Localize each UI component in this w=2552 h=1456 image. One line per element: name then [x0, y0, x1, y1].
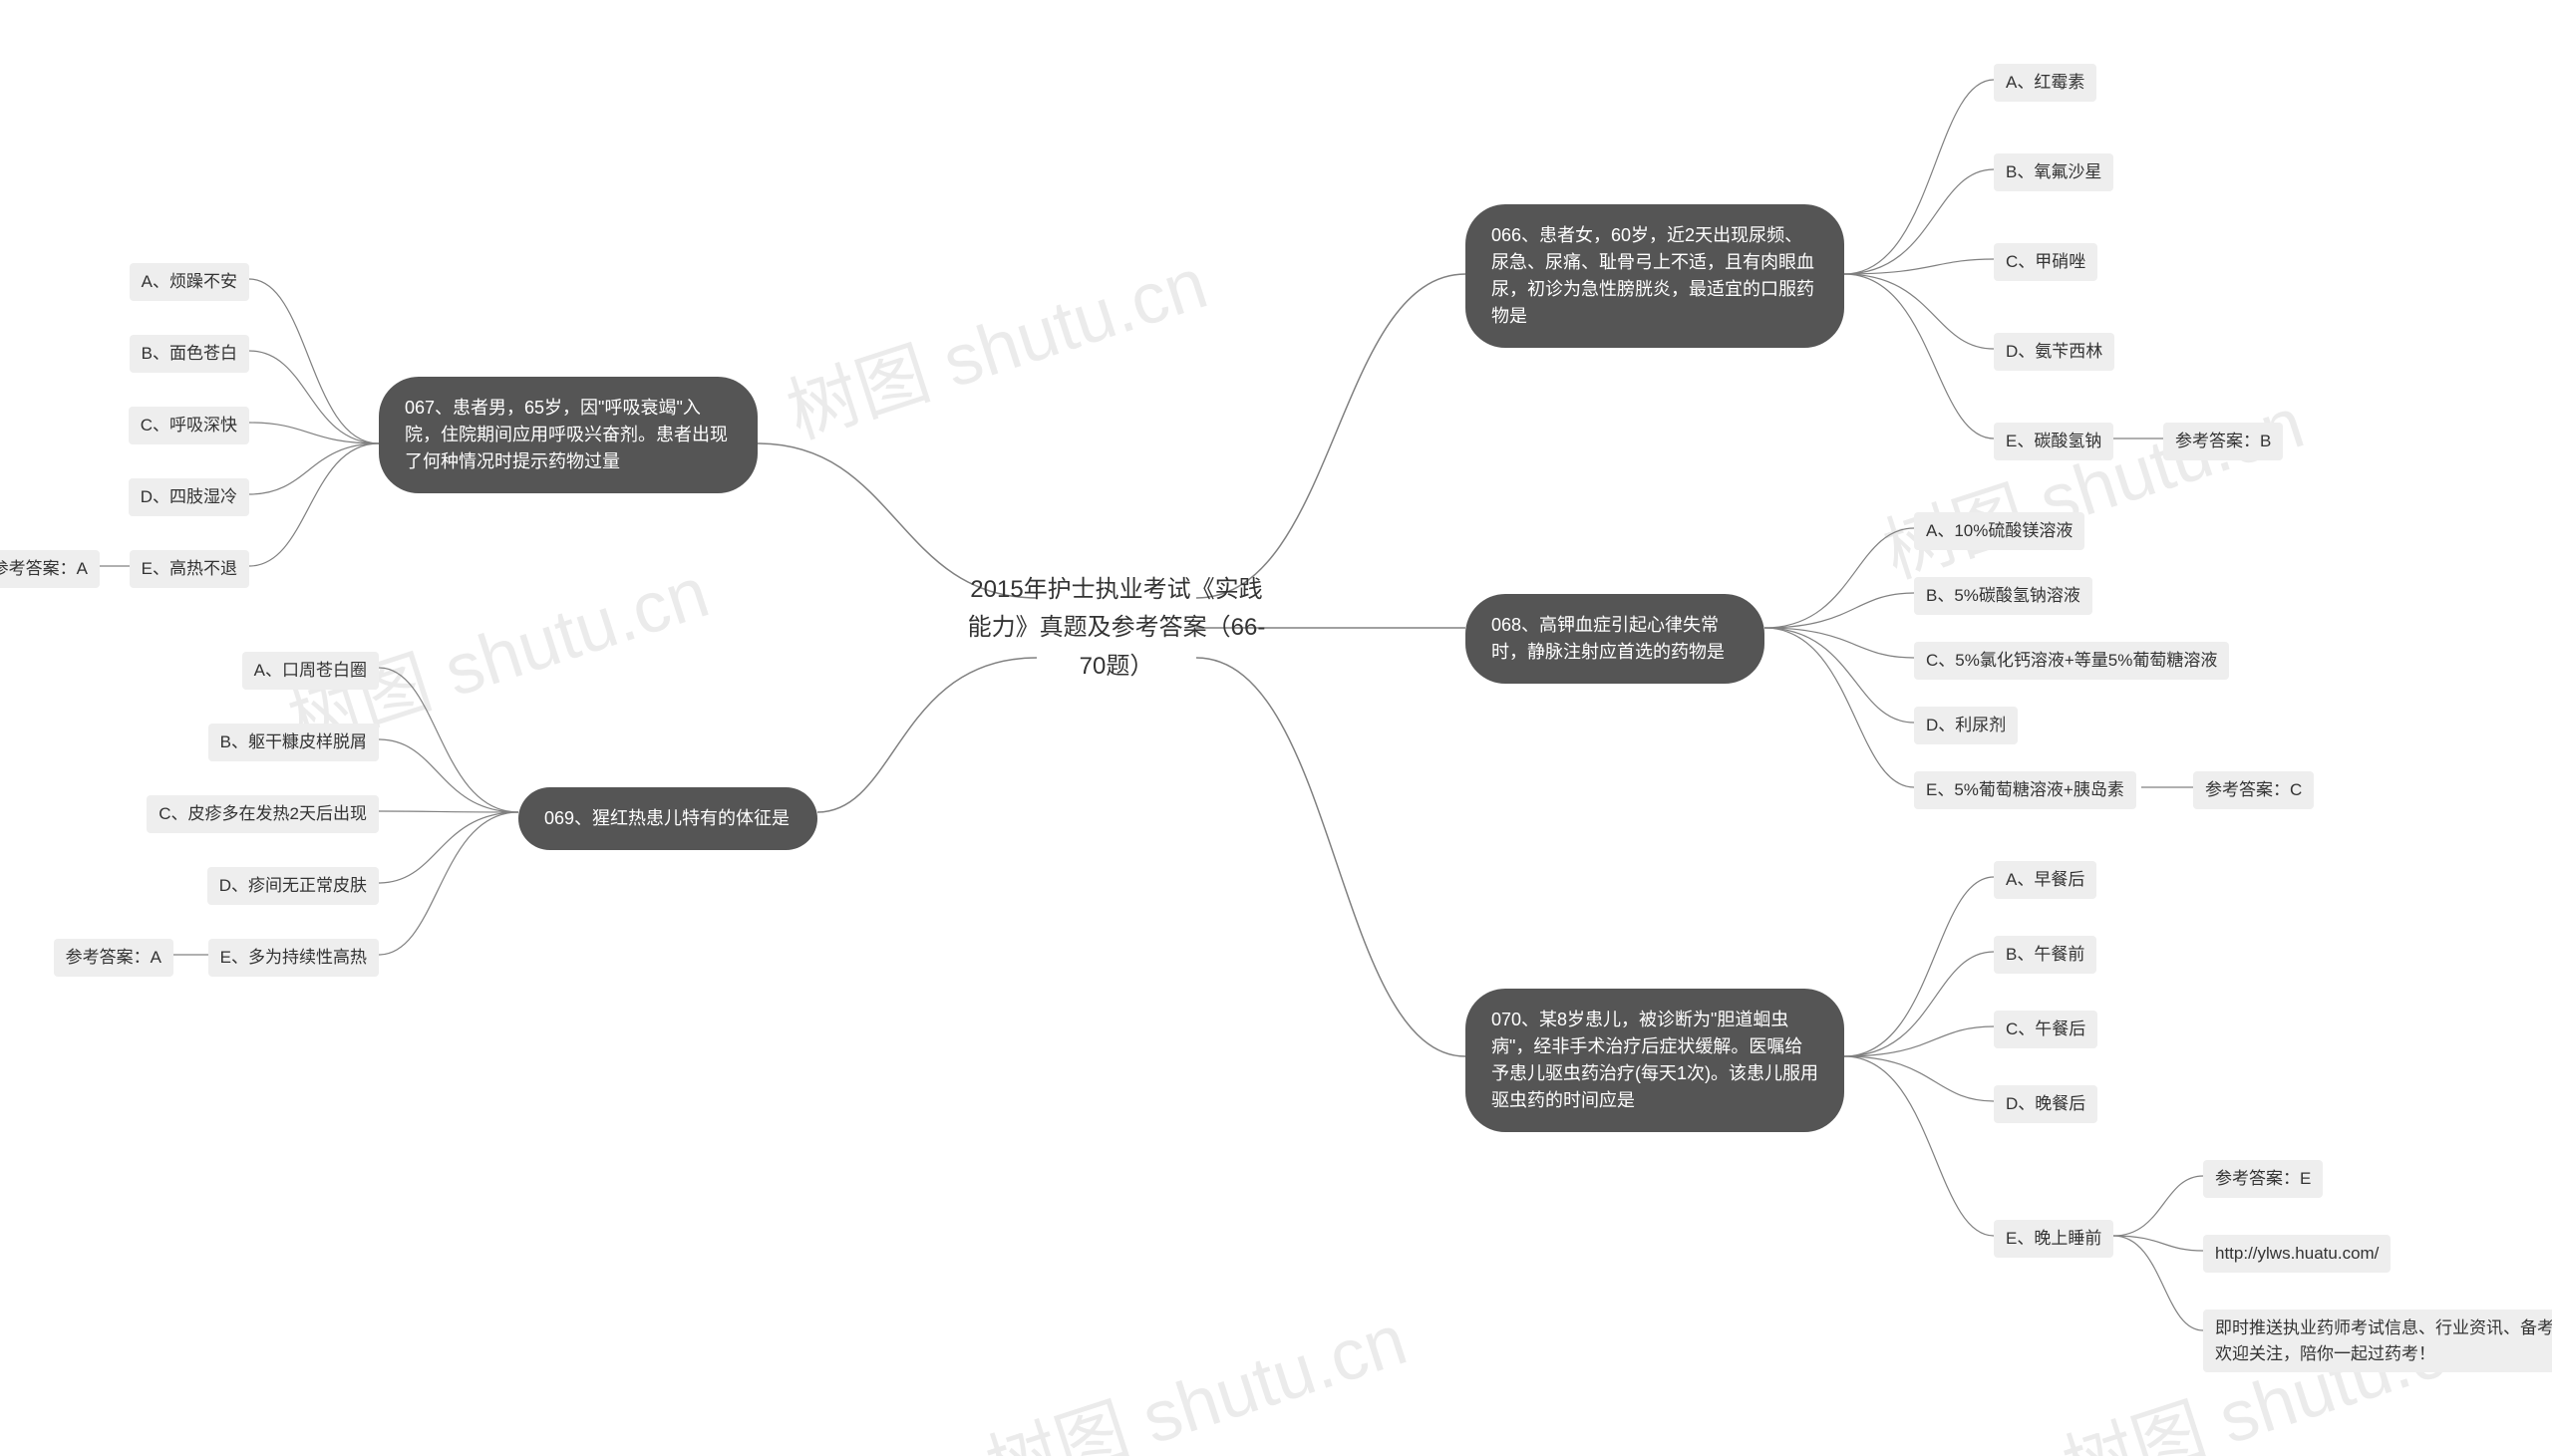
ans-q066: 参考答案：B [2163, 423, 2283, 460]
leaf-q070-e: E、晚上睡前 [1994, 1220, 2113, 1258]
ans-q067: 参考答案：A [0, 550, 100, 588]
leaf-q070-url: http://ylws.huatu.com/ [2203, 1235, 2391, 1273]
root-title: 2015年护士执业考试《实践能力》真题及参考答案（66-70题） [968, 576, 1266, 680]
branch-q067: 067、患者男，65岁，因"呼吸衰竭"入院，住院期间应用呼吸兴奋剂。患者出现了何… [379, 377, 758, 493]
leaf-q066-b: B、氧氟沙星 [1994, 153, 2113, 191]
leaf-q069-c: C、皮疹多在发热2天后出现 [147, 795, 379, 833]
ans-q069: 参考答案：A [54, 939, 173, 977]
leaf-q066-e: E、碳酸氢钠 [1994, 423, 2113, 460]
ans-q070: 参考答案：E [2203, 1160, 2323, 1198]
leaf-q068-d: D、利尿剂 [1914, 707, 2018, 744]
q067-text: 067、患者男，65岁，因"呼吸衰竭"入院，住院期间应用呼吸兴奋剂。患者出现了何… [405, 398, 728, 471]
q070-text: 070、某8岁患儿，被诊断为"胆道蛔虫病"，经非手术治疗后症状缓解。医嘱给予患儿… [1491, 1010, 1818, 1110]
leaf-q066-a: A、红霉素 [1994, 64, 2096, 102]
leaf-q069-e: E、多为持续性高热 [208, 939, 379, 977]
leaf-q068-c: C、5%氯化钙溶液+等量5%葡萄糖溶液 [1914, 642, 2229, 680]
q066-text: 066、患者女，60岁，近2天出现尿频、尿急、尿痛、耻骨弓上不适，且有肉眼血尿，… [1491, 225, 1814, 326]
leaf-q070-d: D、晚餐后 [1994, 1085, 2097, 1123]
leaf-q067-e: E、高热不退 [130, 550, 249, 588]
leaf-q066-d: D、氨苄西林 [1994, 333, 2114, 371]
leaf-q067-a: A、烦躁不安 [130, 263, 249, 301]
leaf-q068-a: A、10%硫酸镁溶液 [1914, 512, 2084, 550]
leaf-q068-b: B、5%碳酸氢钠溶液 [1914, 577, 2092, 615]
leaf-q070-b: B、午餐前 [1994, 936, 2096, 974]
branch-q068: 068、高钾血症引起心律失常时，静脉注射应首选的药物是 [1465, 594, 1764, 684]
watermark: 树图 shutu.cn [971, 1281, 1417, 1456]
leaf-q069-a: A、口周苍白圈 [242, 652, 379, 690]
leaf-q067-c: C、呼吸深快 [129, 407, 249, 444]
q068-text: 068、高钾血症引起心律失常时，静脉注射应首选的药物是 [1491, 615, 1725, 662]
leaf-q068-e: E、5%葡萄糖溶液+胰岛素 [1914, 771, 2136, 809]
leaf-q067-b: B、面色苍白 [130, 335, 249, 373]
connector-layer [0, 0, 2552, 1456]
leaf-q070-note: 即时推送执业药师考试信息、行业资讯、备考资料，欢迎关注，陪你一起过药考！ [2203, 1310, 2552, 1372]
branch-q070: 070、某8岁患儿，被诊断为"胆道蛔虫病"，经非手术治疗后症状缓解。医嘱给予患儿… [1465, 989, 1844, 1132]
branch-q066: 066、患者女，60岁，近2天出现尿频、尿急、尿痛、耻骨弓上不适，且有肉眼血尿，… [1465, 204, 1844, 348]
leaf-q069-b: B、躯干糠皮样脱屑 [208, 724, 379, 761]
watermark: 树图 shutu.cn [1868, 364, 2314, 598]
branch-q069: 069、猩红热患儿特有的体征是 [518, 787, 817, 850]
leaf-q069-d: D、疹间无正常皮肤 [207, 867, 379, 905]
root-node: 2015年护士执业考试《实践能力》真题及参考答案（66-70题） [967, 571, 1266, 686]
leaf-q070-a: A、早餐后 [1994, 861, 2096, 899]
q069-text: 069、猩红热患儿特有的体征是 [544, 808, 790, 828]
leaf-q067-d: D、四肢湿冷 [129, 478, 249, 516]
watermark: 树图 shutu.cn [772, 224, 1217, 458]
leaf-q070-c: C、午餐后 [1994, 1011, 2097, 1048]
ans-q068: 参考答案：C [2193, 771, 2314, 809]
leaf-q066-c: C、甲硝唑 [1994, 243, 2097, 281]
